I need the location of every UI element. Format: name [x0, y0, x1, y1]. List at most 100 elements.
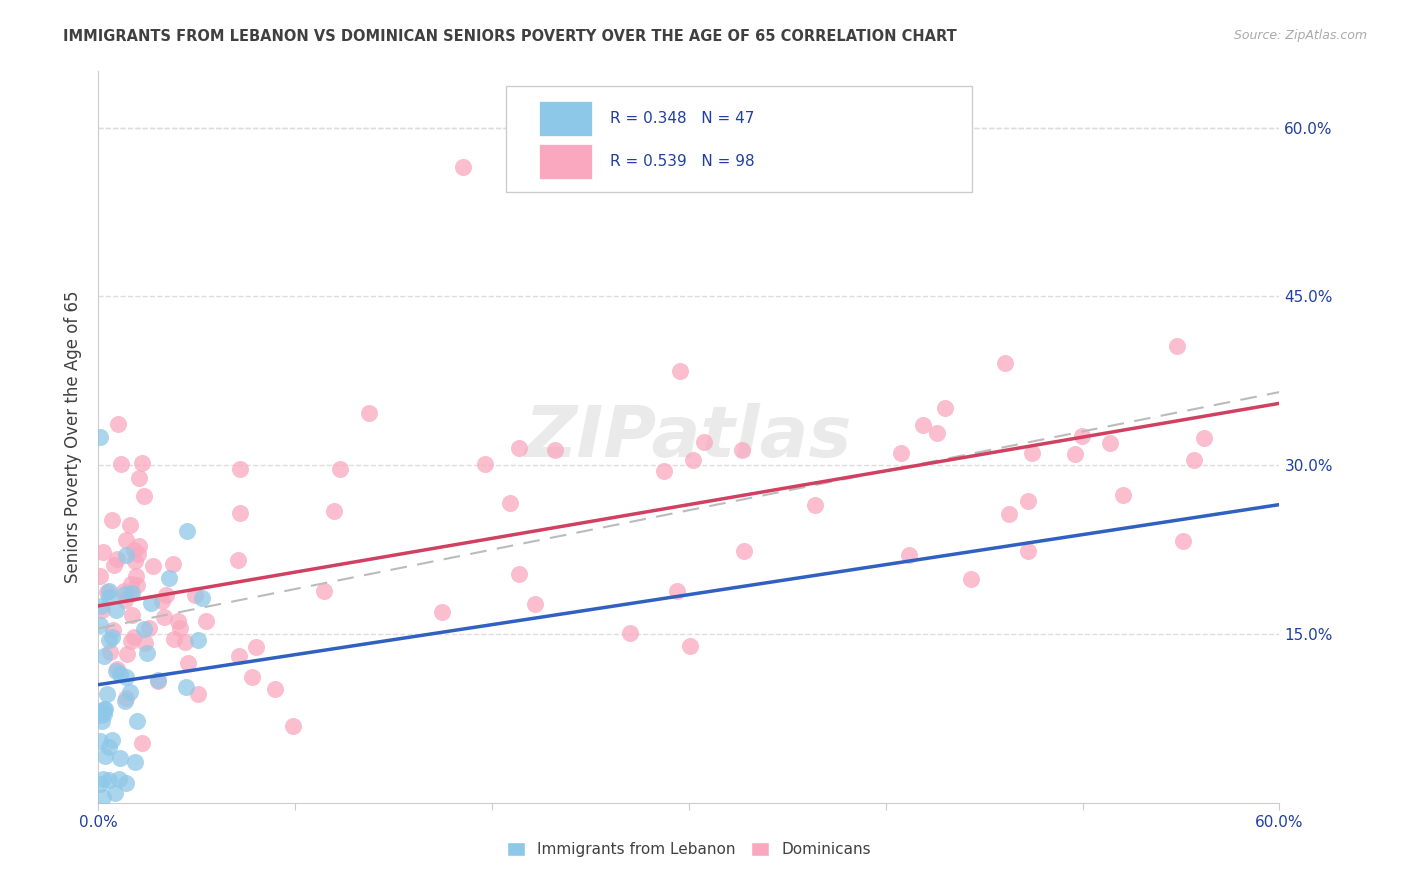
Point — [122, 630, 145, 644]
Point — [430, 605, 453, 619]
Point — [104, 786, 127, 800]
FancyBboxPatch shape — [538, 145, 592, 179]
Point — [107, 417, 129, 432]
Point — [114, 587, 136, 601]
Point — [115, 647, 138, 661]
Point — [1017, 494, 1039, 508]
Point — [499, 496, 522, 510]
Point — [128, 539, 150, 553]
Point — [97, 583, 120, 598]
Point — [89, 429, 111, 443]
Point — [112, 584, 135, 599]
Point — [94, 701, 117, 715]
Point — [115, 670, 138, 684]
Point — [994, 356, 1017, 370]
Point — [138, 621, 160, 635]
Point — [183, 588, 205, 602]
Point — [1171, 533, 1194, 548]
Point — [120, 576, 142, 591]
Point — [89, 618, 111, 632]
Point — [934, 401, 956, 416]
Point — [1192, 432, 1215, 446]
Point — [804, 498, 827, 512]
Point — [98, 632, 121, 647]
Point — [890, 446, 912, 460]
Point — [155, 588, 177, 602]
Point — [359, 406, 381, 420]
Point — [142, 558, 165, 573]
Point — [146, 673, 169, 688]
Point — [187, 632, 209, 647]
FancyBboxPatch shape — [538, 102, 592, 136]
Point — [162, 558, 184, 572]
Point — [925, 425, 948, 440]
Point — [114, 592, 136, 607]
Point — [167, 614, 190, 628]
Point — [1021, 446, 1043, 460]
Point — [98, 773, 121, 788]
Point — [110, 458, 132, 472]
Point — [89, 569, 111, 583]
Point — [1071, 429, 1094, 443]
Point — [91, 602, 114, 616]
Point — [105, 552, 128, 566]
Point — [101, 624, 124, 638]
Y-axis label: Seniors Poverty Over the Age of 65: Seniors Poverty Over the Age of 65 — [65, 291, 83, 583]
Point — [127, 714, 149, 729]
Point — [163, 632, 186, 647]
Point — [107, 662, 129, 676]
Point — [176, 524, 198, 539]
Point — [128, 471, 150, 485]
Point — [228, 648, 250, 663]
Point — [125, 578, 148, 592]
Point — [1166, 339, 1188, 353]
FancyBboxPatch shape — [506, 86, 973, 192]
Point — [108, 667, 131, 681]
Point — [93, 706, 115, 721]
Point — [898, 548, 921, 562]
Point — [508, 567, 530, 582]
Point — [120, 634, 142, 648]
Point — [1182, 453, 1205, 467]
Point — [127, 548, 149, 562]
Point — [98, 645, 121, 659]
Point — [132, 489, 155, 503]
Point — [131, 456, 153, 470]
Point — [451, 160, 474, 174]
Point — [912, 418, 935, 433]
Point — [544, 443, 567, 458]
Point — [93, 772, 115, 786]
Point — [150, 594, 173, 608]
Point — [120, 685, 142, 699]
Point — [96, 687, 118, 701]
Point — [654, 464, 676, 478]
Point — [121, 586, 143, 600]
Point — [959, 572, 981, 586]
Point — [281, 719, 304, 733]
Point — [103, 558, 125, 572]
Point — [105, 603, 128, 617]
Point — [89, 777, 111, 791]
Point — [110, 751, 132, 765]
Point — [93, 648, 115, 663]
Point — [97, 590, 120, 604]
Point — [733, 544, 755, 558]
Text: R = 0.348   N = 47: R = 0.348 N = 47 — [610, 112, 754, 127]
Point — [104, 664, 127, 678]
Point — [669, 364, 692, 378]
Point — [329, 462, 352, 476]
Text: R = 0.539   N = 98: R = 0.539 N = 98 — [610, 154, 755, 169]
Point — [177, 657, 200, 671]
Point — [666, 583, 689, 598]
Point — [508, 441, 530, 455]
Point — [124, 554, 146, 568]
Text: Source: ZipAtlas.com: Source: ZipAtlas.com — [1233, 29, 1367, 42]
Point — [91, 545, 114, 559]
Point — [524, 597, 547, 611]
Point — [96, 585, 118, 599]
Point — [114, 694, 136, 708]
Point — [124, 569, 146, 583]
Point — [122, 542, 145, 557]
Point — [173, 635, 195, 649]
Point — [89, 734, 111, 748]
